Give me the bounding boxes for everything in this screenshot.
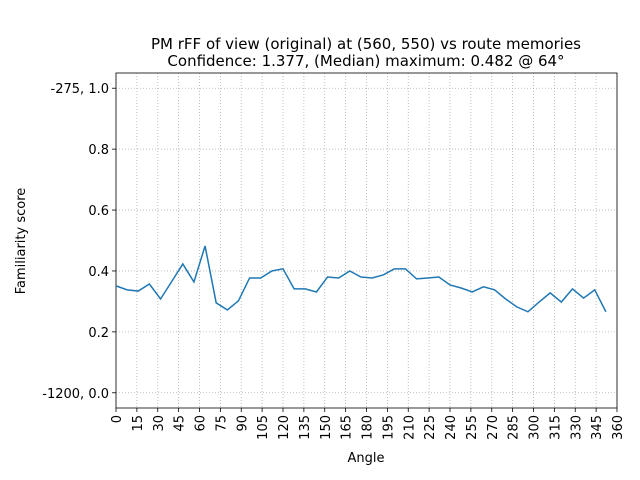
x-tick-label: 345 [590, 415, 605, 440]
x-tick-label: 330 [569, 415, 584, 440]
x-tick-label: 150 [319, 415, 334, 440]
x-tick-label: 165 [340, 415, 355, 440]
x-tick-label: 240 [444, 415, 459, 440]
x-tick-label: 135 [298, 415, 313, 440]
x-tick-label: 195 [381, 415, 396, 440]
x-tick-label: 0 [110, 415, 125, 423]
x-tick-label: 210 [402, 415, 417, 440]
x-tick-label: 120 [277, 415, 292, 440]
y-tick-label: 0.8 [88, 143, 109, 158]
x-tick-label: 90 [235, 415, 250, 432]
plot-frame [115, 72, 618, 409]
y-tick-label: 0.4 [88, 265, 109, 280]
y-tick-label: -1200, 0.0 [42, 387, 109, 402]
x-tick-label: 255 [465, 415, 480, 440]
y-tick-label: 0.2 [88, 326, 109, 341]
x-tick-label: 75 [214, 415, 229, 432]
x-tick-label: 60 [194, 415, 209, 432]
x-tick-label: 360 [611, 415, 626, 440]
data-line [115, 245, 607, 313]
x-axis-label: Angle [348, 451, 385, 466]
chart-title: PM rFF of view (original) at (560, 550) … [151, 35, 581, 53]
x-tick-label: 285 [507, 415, 522, 440]
x-tick-label: 225 [423, 415, 438, 440]
y-tick-label: 0.6 [88, 204, 109, 219]
x-tick-label: 270 [486, 415, 501, 440]
chart-subtitle: Confidence: 1.377, (Median) maximum: 0.4… [167, 52, 564, 70]
x-tick-label: 30 [152, 415, 167, 432]
x-tick-label: 45 [173, 415, 188, 432]
x-tick-label: 180 [361, 415, 376, 440]
x-tick-label: 300 [528, 415, 543, 440]
y-tick-label: -275, 1.0 [51, 82, 109, 97]
y-axis-label: Familiarity score [14, 188, 29, 295]
x-tick-label: 15 [131, 415, 146, 432]
x-tick-label: 105 [256, 415, 271, 440]
x-tick-label: 315 [548, 415, 563, 440]
